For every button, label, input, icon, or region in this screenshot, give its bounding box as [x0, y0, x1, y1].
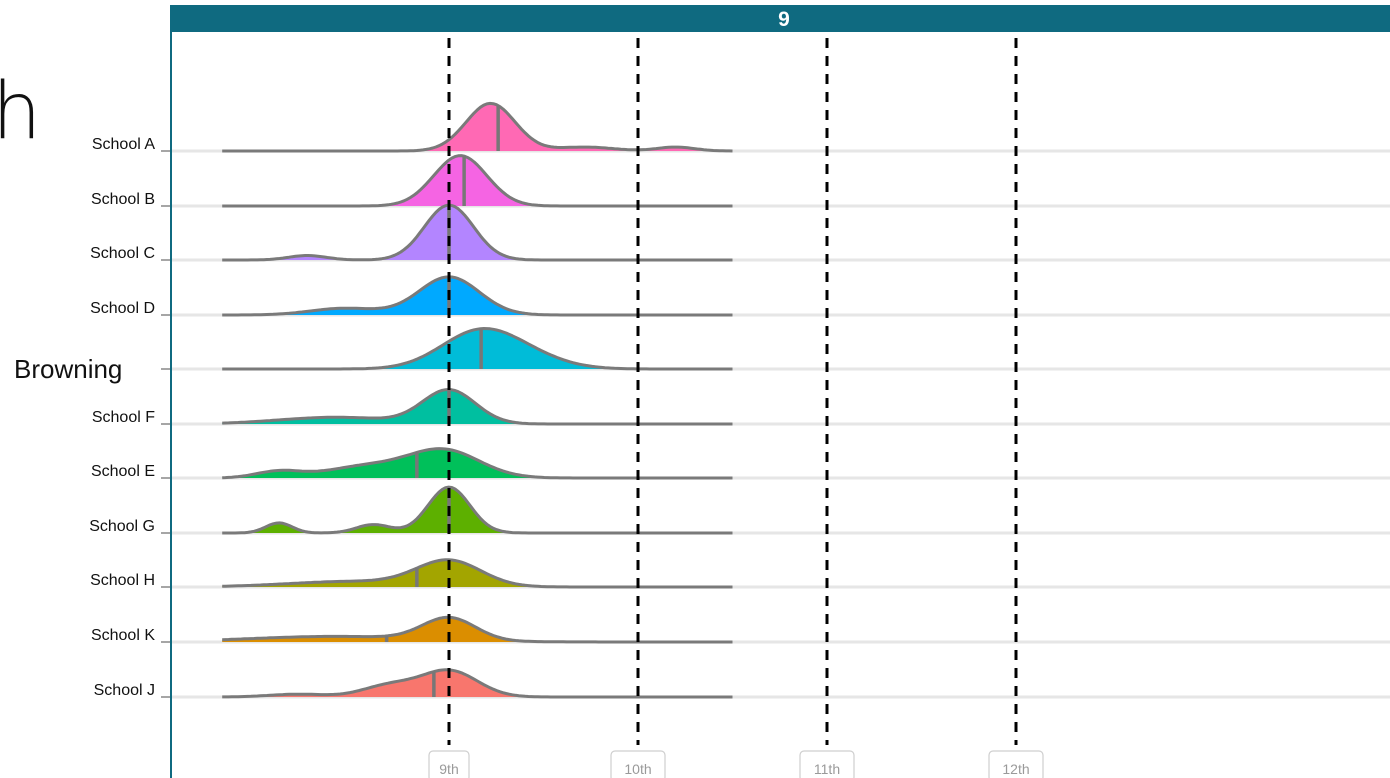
- row-label-6: School F: [92, 409, 155, 426]
- cropped-side-label: Browning: [14, 354, 122, 384]
- facet-strip: 9: [170, 5, 1390, 32]
- ridge-outline-6: [222, 388, 733, 426]
- facet-strip-bg: [170, 5, 1390, 32]
- row-label-8: School G: [89, 518, 155, 535]
- x-tick-box-3: [799, 750, 855, 778]
- row-label-2: School B: [91, 191, 155, 208]
- row-label-4: School D: [90, 300, 155, 317]
- row-label-9: School H: [90, 572, 155, 589]
- ridge-outline-5: [222, 327, 733, 371]
- ridge-area-8: [222, 487, 733, 533]
- ridge-outline-1: [222, 101, 733, 153]
- ridge-outline-3: [222, 203, 733, 262]
- facet-strip-label: 9: [778, 8, 790, 31]
- x-tick-label-2: 10th: [624, 761, 651, 777]
- row-labels: School A School B School C School D School F…: [89, 136, 155, 699]
- ridge-outline-4: [222, 275, 733, 317]
- ridge-outline-10: [222, 615, 733, 644]
- ridge-outline-2: [222, 154, 733, 208]
- row-label-11: School J: [94, 682, 155, 699]
- row-label-1: School A: [92, 136, 155, 153]
- ridge-outline-7: [222, 447, 733, 480]
- x-tick-box-1: [428, 750, 470, 778]
- x-tick-box-4: [988, 750, 1044, 778]
- ridge-outline-9: [222, 558, 733, 589]
- row-label-7: School E: [91, 463, 155, 480]
- x-tick-label-3: 11th: [814, 761, 840, 777]
- ridge-area-4: [222, 276, 733, 315]
- x-axis-ticks: 9th 10th 11th 12th: [428, 750, 1044, 778]
- ridge-outline-11: [222, 668, 733, 699]
- ridges: [222, 101, 733, 699]
- ridge-area-5: [222, 328, 733, 369]
- row-label-3: School C: [90, 245, 155, 262]
- ridge-area-1: [222, 103, 733, 151]
- row-label-10: School K: [91, 627, 155, 644]
- cropped-title-letter: h: [0, 67, 41, 157]
- x-tick-box-2: [610, 750, 666, 778]
- x-tick-label-4: 12th: [1002, 761, 1029, 777]
- ridge-area-11: [222, 669, 733, 697]
- ridge-area-2: [222, 155, 733, 206]
- ridge-area-7: [222, 448, 733, 478]
- ridge-outline-8: [222, 485, 733, 535]
- ridge-area-6: [222, 389, 733, 424]
- reference-lines: [447, 38, 1018, 745]
- ridge-area-9: [222, 559, 733, 587]
- x-tick-label-1: 9th: [439, 761, 458, 777]
